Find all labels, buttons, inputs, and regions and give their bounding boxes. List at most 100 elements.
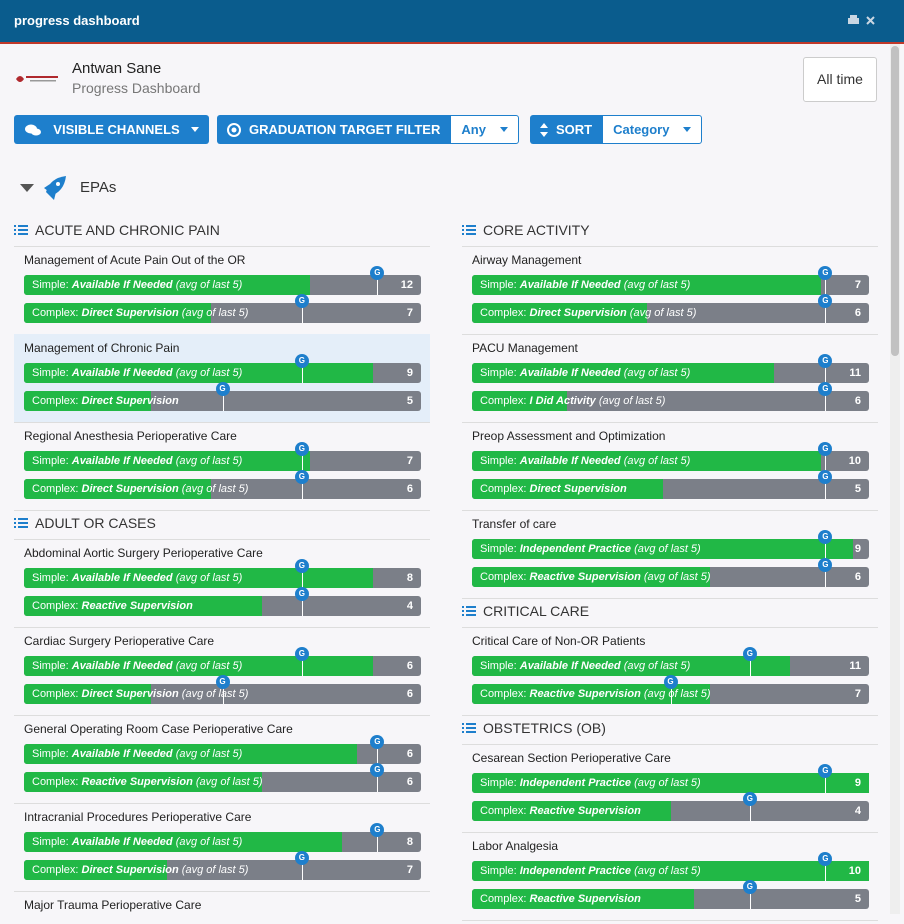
channels-button[interactable]: VISIBLE CHANNELS — [14, 115, 209, 144]
progress-bar[interactable]: Simple: Independent Practice (avg of las… — [472, 852, 869, 881]
progress-bar[interactable]: Simple: Available If Needed (avg of last… — [24, 442, 421, 471]
progress-bar[interactable]: Complex: Reactive Supervision 5 G — [472, 880, 869, 909]
divider — [462, 715, 878, 716]
progress-bar[interactable]: Simple: Available If Needed (avg of last… — [24, 647, 421, 676]
group-header: ADULT OR CASES — [14, 515, 156, 531]
progress-bar[interactable]: Simple: Available If Needed (avg of last… — [472, 354, 869, 383]
progress-bar[interactable]: Simple: Available If Needed (avg of last… — [472, 647, 869, 676]
bar-label: Complex: Reactive Supervision (avg of la… — [480, 567, 711, 587]
target-marker: G — [818, 470, 833, 484]
bar-level: Reactive Supervision — [81, 776, 193, 788]
bar-count: 6 — [854, 307, 861, 319]
sort-control[interactable]: SORT Category — [530, 115, 703, 144]
bar-prefix: Complex: — [32, 483, 79, 495]
progress-bar[interactable]: Complex: Direct Supervision (avg of last… — [24, 470, 421, 499]
epa-title[interactable]: Abdominal Aortic Surgery Perioperative C… — [24, 546, 263, 560]
target-line — [222, 684, 224, 704]
epa-title[interactable]: Intracranial Procedures Perioperative Ca… — [24, 810, 252, 824]
bar-level: Available If Needed — [71, 572, 173, 584]
bar-label: Complex: Reactive Supervision — [480, 801, 641, 821]
bar-level: Direct Supervision — [529, 307, 627, 319]
epa-title[interactable]: Labor Analgesia — [472, 839, 559, 853]
divider — [462, 422, 878, 423]
epa-title[interactable]: Management of Acute Pain Out of the OR — [24, 253, 246, 267]
target-line — [825, 861, 827, 881]
progress-bar[interactable]: Complex: Direct Supervision (avg of last… — [472, 294, 869, 323]
section-icons[interactable] — [20, 174, 70, 200]
bar-prefix: Complex: — [32, 776, 79, 788]
progress-bar[interactable]: Simple: Available If Needed (avg of last… — [24, 559, 421, 588]
progress-bar[interactable]: Simple: Available If Needed (avg of last… — [24, 266, 421, 295]
target-line — [825, 479, 827, 499]
bar-level: Available If Needed — [71, 455, 173, 467]
bar-count: 9 — [406, 367, 413, 379]
target-line — [825, 275, 827, 295]
bar-note: (avg of last 5) — [175, 748, 243, 760]
epa-title[interactable]: Cesarean Section Perioperative Care — [472, 751, 671, 765]
epa-title[interactable]: Regional Anesthesia Perioperative Care — [24, 429, 237, 443]
progress-bar[interactable]: Complex: I Did Activity (avg of last 5) 6… — [472, 382, 869, 411]
scrollbar[interactable] — [890, 44, 900, 914]
bar-fill — [472, 801, 671, 821]
epa-title[interactable]: Cardiac Surgery Perioperative Care — [24, 634, 215, 648]
progress-bar[interactable]: Simple: Available If Needed (avg of last… — [472, 266, 869, 295]
progress-bar[interactable]: Simple: Available If Needed (avg of last… — [24, 823, 421, 852]
divider — [14, 510, 430, 511]
progress-bar[interactable]: Complex: Reactive Supervision 4 G — [472, 792, 869, 821]
progress-bar[interactable]: Complex: Reactive Supervision (avg of la… — [24, 763, 421, 792]
progress-bar[interactable]: Complex: Direct Supervision (avg of last… — [24, 675, 421, 704]
epa-title[interactable]: PACU Management — [472, 341, 578, 355]
progress-bar[interactable]: Complex: Direct Supervision (avg of last… — [24, 851, 421, 880]
bar-note: (avg of last 5) — [175, 455, 243, 467]
progress-bar[interactable]: Complex: Reactive Supervision 4 G — [24, 587, 421, 616]
epa-title[interactable]: Transfer of care — [472, 517, 557, 531]
bar-prefix: Complex: — [32, 688, 79, 700]
progress-bar[interactable]: Simple: Independent Practice (avg of las… — [472, 530, 869, 559]
bar-level: Available If Needed — [71, 367, 173, 379]
channels-main[interactable]: VISIBLE CHANNELS — [14, 115, 209, 144]
epa-title[interactable]: Critical Care of Non-OR Patients — [472, 634, 646, 648]
bar-level: Available If Needed — [71, 836, 173, 848]
divider — [14, 803, 430, 804]
logo — [16, 76, 58, 82]
progress-bar[interactable]: Complex: Reactive Supervision (avg of la… — [472, 558, 869, 587]
target-marker: G — [370, 266, 385, 280]
group-header: ACUTE AND CHRONIC PAIN — [14, 222, 220, 238]
bar-fill — [472, 656, 790, 676]
time-button[interactable]: All time — [803, 57, 877, 102]
progress-bar[interactable]: Complex: Direct Supervision 5 G — [24, 382, 421, 411]
group-title: ACUTE AND CHRONIC PAIN — [35, 222, 220, 238]
progress-bar[interactable]: Simple: Independent Practice (avg of las… — [472, 764, 869, 793]
user-name: Antwan Sane — [72, 60, 162, 77]
progress-bar[interactable]: Simple: Available If Needed (avg of last… — [472, 442, 869, 471]
epa-title[interactable]: Airway Management — [472, 253, 582, 267]
bar-note: (avg of last 5) — [175, 572, 243, 584]
progress-bar[interactable]: Complex: Reactive Supervision (avg of la… — [472, 675, 869, 704]
scroll-thumb[interactable] — [891, 46, 899, 356]
bar-count: 6 — [854, 395, 861, 407]
target-line — [825, 303, 827, 323]
target-line — [825, 773, 827, 793]
epa-title[interactable]: General Operating Room Case Perioperativ… — [24, 722, 293, 736]
window-controls[interactable] — [847, 14, 877, 28]
sort-select[interactable]: Category — [602, 115, 703, 144]
chat-icon — [25, 124, 41, 135]
progress-bar[interactable]: Simple: Available If Needed (avg of last… — [24, 735, 421, 764]
bar-prefix: Complex: — [32, 307, 79, 319]
epa-title[interactable]: Management of Chronic Pain — [24, 341, 180, 355]
bar-fill — [472, 451, 822, 471]
bar-count: 6 — [406, 483, 413, 495]
progress-bar[interactable]: Simple: Available If Needed (avg of last… — [24, 354, 421, 383]
bar-fill — [472, 773, 869, 793]
target-marker: G — [294, 587, 309, 601]
bar-level: Reactive Supervision — [529, 571, 641, 583]
graduation-select[interactable]: Any — [450, 115, 519, 144]
epa-title[interactable]: Preop Assessment and Optimization — [472, 429, 666, 443]
progress-bar[interactable]: Complex: Direct Supervision (avg of last… — [24, 294, 421, 323]
bar-count: 6 — [406, 748, 413, 760]
section-title[interactable]: EPAs — [80, 179, 117, 196]
bar-note: (avg of last 5) — [623, 279, 691, 291]
graduation-filter[interactable]: GRADUATION TARGET FILTER Any — [217, 115, 519, 144]
epa-title[interactable]: Major Trauma Perioperative Care — [24, 898, 202, 912]
progress-bar[interactable]: Complex: Direct Supervision 5 G — [472, 470, 869, 499]
